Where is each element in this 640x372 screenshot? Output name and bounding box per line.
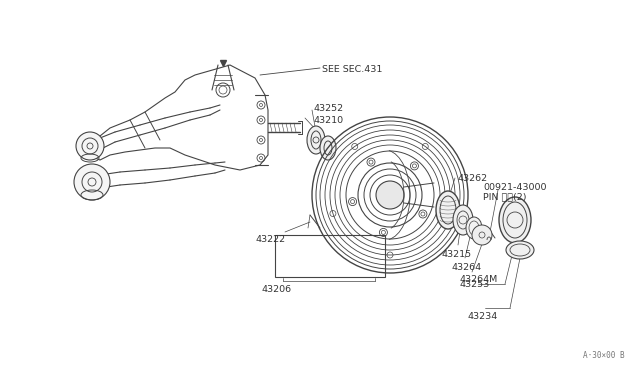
Bar	[275, 235, 385, 277]
Ellipse shape	[466, 217, 482, 239]
Circle shape	[76, 132, 104, 160]
Text: 43206: 43206	[262, 285, 292, 294]
Text: 43210: 43210	[314, 116, 344, 125]
Text: 43215: 43215	[442, 250, 472, 259]
Ellipse shape	[436, 191, 460, 229]
Text: 43264: 43264	[452, 263, 482, 272]
Text: SEE SEC.431: SEE SEC.431	[322, 65, 382, 74]
Text: 43222: 43222	[255, 235, 285, 244]
Circle shape	[74, 164, 110, 200]
Ellipse shape	[453, 205, 473, 235]
Text: 43234: 43234	[468, 312, 499, 321]
Text: 43264M: 43264M	[460, 275, 499, 284]
Text: 43252: 43252	[314, 104, 344, 113]
Circle shape	[376, 181, 404, 209]
Circle shape	[472, 225, 492, 245]
Text: 43253: 43253	[460, 280, 490, 289]
Ellipse shape	[499, 197, 531, 243]
Text: A·30×00 B: A·30×00 B	[584, 351, 625, 360]
Ellipse shape	[506, 241, 534, 259]
Text: 00921-43000: 00921-43000	[483, 183, 547, 192]
Text: 43262: 43262	[458, 174, 488, 183]
Ellipse shape	[307, 126, 325, 154]
Text: PIN ピン(2): PIN ピン(2)	[483, 192, 527, 201]
Ellipse shape	[320, 136, 336, 160]
